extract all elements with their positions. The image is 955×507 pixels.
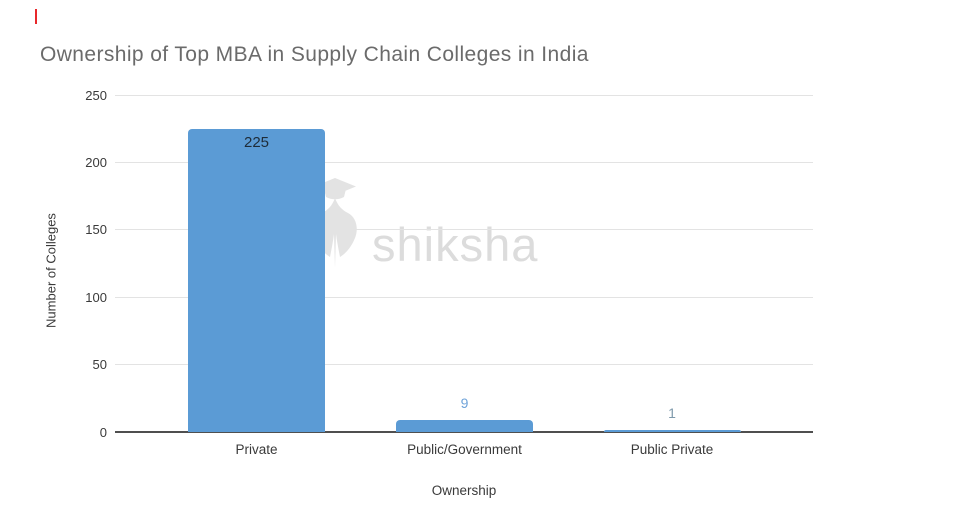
- y-tick-label-50: 50: [92, 357, 107, 373]
- category-label-private: Private: [235, 442, 278, 457]
- y-tick-label-200: 200: [85, 154, 107, 170]
- watermark-text: shiksha: [372, 218, 539, 271]
- chart-title: Ownership of Top MBA in Supply Chain Col…: [40, 43, 589, 66]
- y-tick-label-0: 0: [99, 424, 107, 440]
- category-label-public-private: Public Private: [630, 442, 714, 457]
- x-axis-title: Ownership: [431, 483, 497, 498]
- y-tick-label-150: 150: [85, 222, 107, 238]
- y-tick-label-250: 250: [85, 87, 107, 103]
- red-corner-mark: [35, 9, 37, 24]
- value-label-public-government: 9: [460, 394, 469, 411]
- y-tick-label-100: 100: [85, 289, 107, 305]
- gridline-100: [115, 296, 813, 298]
- bar-private: [188, 128, 325, 432]
- gridline-250: [115, 94, 813, 96]
- watermark: shiksha: [308, 178, 538, 270]
- gridline-200: [115, 161, 813, 163]
- bar-public-government: [396, 419, 533, 432]
- bar-public-private: [603, 429, 741, 432]
- gridline-150: [115, 229, 813, 231]
- category-label-public-government: Public/Government: [407, 442, 522, 457]
- value-label-private: 225: [243, 133, 270, 151]
- gridline-50: [115, 364, 813, 366]
- y-axis-title: Number of Colleges: [43, 213, 59, 328]
- x-axis-line: [115, 431, 813, 433]
- value-label-public-private: 1: [668, 404, 676, 421]
